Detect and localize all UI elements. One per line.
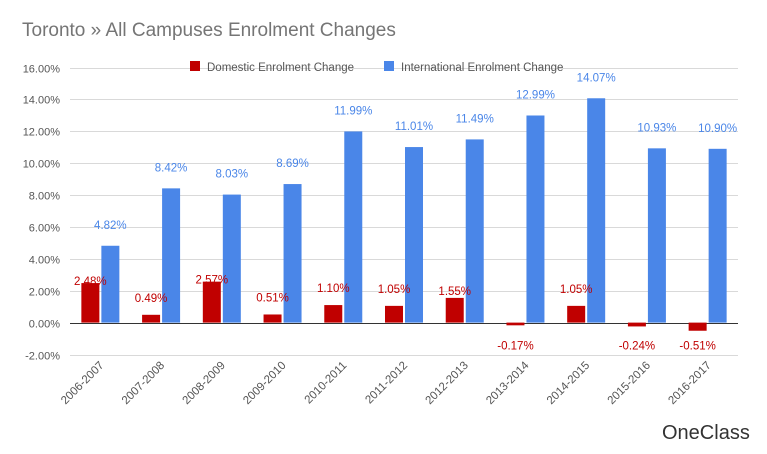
international-data-label: 14.07% — [577, 72, 616, 84]
y-tick-label: 4.00% — [29, 255, 60, 267]
legend-international-swatch — [384, 61, 394, 71]
y-tick-label: 16.00% — [23, 64, 61, 76]
x-tick-label: 2014-2015 — [545, 360, 592, 407]
legend-international-label: International Enrolment Change — [401, 62, 563, 74]
domestic-bar — [263, 314, 282, 323]
domestic-bar — [202, 281, 221, 323]
x-tick-label: 2016-2017 — [666, 360, 713, 407]
international-data-label: 8.03% — [216, 169, 249, 181]
domestic-data-label: 1.55% — [438, 286, 471, 298]
domestic-bar — [688, 322, 707, 331]
x-tick-label: 2012-2013 — [423, 360, 470, 407]
x-axis: 2006-2007 2007-2008 2008-2009 2009-2010 2010… — [59, 359, 714, 407]
y-tick-label: -2.00% — [25, 351, 60, 363]
international-bar — [222, 194, 241, 323]
chart-title: Toronto » All Campuses Enrolment Changes — [22, 20, 396, 41]
x-tick-label: 2010-2011 — [303, 360, 350, 407]
y-tick-label: 6.00% — [29, 223, 60, 235]
domestic-data-label: 0.51% — [256, 292, 289, 304]
international-bar — [344, 131, 363, 323]
international-bar — [526, 115, 545, 323]
domestic-data-label: 1.10% — [317, 283, 350, 295]
domestic-data-label: 2.57% — [196, 275, 229, 287]
x-tick-label: 2011-2012 — [363, 360, 410, 407]
international-bar — [708, 148, 727, 323]
domestic-bar — [567, 305, 586, 323]
domestic-data-label: 0.49% — [135, 293, 168, 305]
domestic-bar — [324, 305, 343, 323]
y-tick-label: 10.00% — [23, 159, 61, 171]
domestic-bar — [142, 314, 161, 323]
oneclass-watermark: OneClass — [662, 422, 750, 444]
international-data-label: 8.69% — [276, 158, 309, 170]
international-bar — [405, 147, 423, 323]
international-data-label: 4.82% — [94, 220, 127, 232]
y-tick-label: 8.00% — [29, 191, 60, 203]
x-tick-label: 2008-2009 — [181, 360, 228, 407]
x-tick-label: 2006-2007 — [59, 360, 106, 407]
domestic-data-label: -0.17% — [497, 341, 533, 353]
legend-domestic-label: Domestic Enrolment Change — [207, 62, 354, 74]
x-tick-label: 2009-2010 — [241, 360, 288, 407]
domestic-bar — [385, 305, 403, 323]
y-tick-label: 2.00% — [29, 287, 60, 299]
domestic-data-label: 1.05% — [560, 284, 593, 296]
gridlines — [70, 68, 738, 356]
legend: Domestic Enrolment Change International E… — [190, 61, 563, 74]
international-bar — [587, 98, 606, 323]
international-data-label: 11.99% — [334, 105, 372, 117]
international-data-label: 10.93% — [637, 122, 676, 134]
domestic-data-label: 2.48% — [74, 276, 107, 288]
x-tick-label: 2007-2008 — [120, 360, 167, 407]
bars — [81, 98, 727, 331]
domestic-bar — [81, 283, 100, 323]
legend-domestic-swatch — [190, 61, 200, 71]
domestic-data-label: 1.05% — [378, 284, 411, 296]
international-data-label: 10.90% — [698, 123, 737, 135]
y-axis: -2.00% 0.00% 2.00% 4.00% 6.00% 8.00% 10.00% 12.… — [23, 64, 61, 363]
domestic-data-label: -0.51% — [679, 341, 715, 353]
domestic-bar — [627, 322, 646, 327]
y-tick-label: 0.00% — [29, 319, 60, 331]
data-labels: 2.48% 4.82% 0.49% 8.42% 2.57% 8.03% 0.51% 8.69%… — [74, 72, 737, 352]
domestic-bar — [445, 297, 464, 323]
international-bar — [162, 188, 181, 323]
international-data-label: 12.99% — [516, 89, 555, 101]
international-data-label: 8.42% — [155, 162, 188, 174]
international-data-label: 11.49% — [456, 113, 494, 125]
international-bar — [465, 139, 484, 323]
international-bar — [101, 245, 120, 323]
international-bar — [283, 184, 302, 323]
y-tick-label: 14.00% — [23, 95, 61, 107]
domestic-data-label: -0.24% — [619, 341, 655, 353]
x-tick-label: 2013-2014 — [484, 359, 532, 407]
domestic-bar — [506, 322, 525, 326]
x-tick-label: 2015-2016 — [606, 360, 653, 407]
international-data-label: 11.01% — [395, 121, 433, 133]
international-bar — [647, 148, 666, 323]
y-tick-label: 12.00% — [23, 127, 61, 139]
